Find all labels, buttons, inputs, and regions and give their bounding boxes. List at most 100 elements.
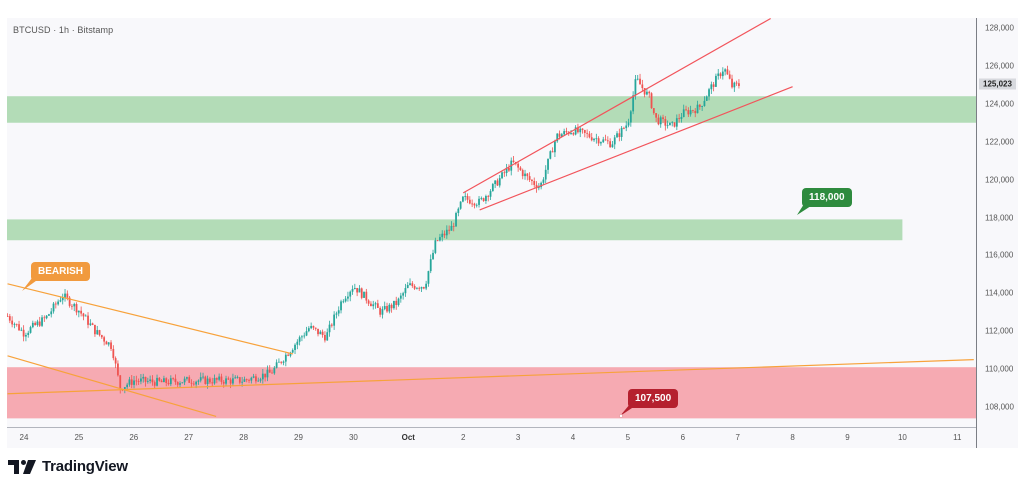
candle-up — [303, 335, 306, 337]
candle-down — [119, 375, 122, 390]
candle-down — [117, 363, 119, 376]
candle-down — [367, 300, 370, 304]
candle-up — [64, 293, 66, 298]
candle-up — [494, 180, 497, 185]
bearish-channel-lower — [7, 355, 217, 418]
time-tick: 28 — [239, 433, 249, 442]
candle-up — [554, 141, 556, 153]
candle-up — [574, 127, 577, 135]
candle-up — [96, 330, 99, 335]
candle-up — [627, 122, 630, 126]
candle-down — [588, 133, 591, 138]
candle-down — [356, 287, 359, 293]
candle-up — [445, 229, 448, 236]
candle-down — [551, 151, 554, 153]
candle-up — [646, 91, 648, 95]
candle-up — [349, 291, 352, 297]
bearish-label: BEARISH — [38, 266, 84, 277]
candle-down — [204, 376, 207, 384]
candle-down — [153, 382, 156, 386]
candle-up — [593, 138, 595, 141]
candle-down — [648, 91, 651, 94]
candle-up — [717, 73, 720, 76]
candle-up — [243, 379, 246, 382]
candle-up — [13, 323, 16, 325]
time-tick: 11 — [953, 433, 962, 442]
candle-down — [160, 380, 163, 383]
rising-support-long — [7, 359, 974, 395]
candle-up — [289, 352, 292, 356]
candle-down — [172, 378, 175, 380]
candle-up — [284, 354, 287, 362]
candle-up — [669, 122, 671, 126]
candle-up — [579, 128, 582, 133]
candle-down — [411, 283, 414, 286]
candle-down — [112, 348, 115, 359]
candle-down — [508, 167, 510, 171]
candle-down — [558, 133, 561, 137]
price-tick: 114,000 — [985, 288, 1014, 298]
candle-up — [36, 321, 39, 326]
candle-up — [296, 341, 299, 345]
candle-down — [66, 293, 69, 298]
candle-up — [344, 298, 347, 302]
candle-up — [710, 84, 713, 90]
candle-down — [158, 377, 161, 381]
price-tick: 118,000 — [985, 213, 1014, 222]
candle-up — [294, 344, 296, 351]
candle-up — [383, 306, 386, 310]
time-tick: 27 — [184, 433, 194, 442]
candle-up — [169, 378, 172, 385]
candle-down — [68, 297, 71, 306]
candle-down — [692, 110, 694, 111]
candle-down — [597, 138, 600, 144]
candle-down — [719, 73, 722, 77]
tradingview-logo[interactable]: TradingView — [8, 458, 128, 475]
candle-up — [455, 212, 457, 227]
candle-up — [475, 204, 478, 206]
candle-up — [501, 172, 503, 179]
candle-up — [524, 173, 526, 177]
candle-up — [261, 373, 264, 380]
chart-canvas[interactable] — [7, 18, 1017, 448]
candle-down — [641, 84, 644, 89]
candle-down — [360, 288, 363, 298]
candle-up — [128, 379, 131, 385]
candle-down — [698, 104, 701, 107]
candle-up — [708, 89, 710, 97]
candle-up — [549, 151, 552, 159]
resistance-zone-upper — [7, 96, 976, 123]
candle-down — [165, 378, 168, 383]
candle-up — [703, 100, 706, 107]
resistance-zone-118k — [7, 219, 903, 241]
price-tick: 112,000 — [985, 326, 1014, 336]
time-axis[interactable]: 24 25 26 27 28 29 30 Oct 2 3 4 5 6 7 8 9 10 11 — [7, 427, 976, 448]
candle-up — [478, 198, 480, 205]
candle-down — [176, 382, 179, 385]
candle-down — [280, 361, 283, 363]
candle-up — [715, 75, 717, 87]
candle-down — [137, 380, 140, 382]
candle-up — [363, 291, 365, 298]
price-plot[interactable] — [7, 18, 976, 427]
candle-up — [59, 300, 62, 302]
candle-down — [34, 322, 37, 326]
support-107500-label: 107,500 — [635, 393, 672, 404]
candle-down — [517, 163, 520, 168]
candle-down — [521, 170, 524, 177]
candle-up — [406, 285, 409, 289]
time-tick: Oct — [401, 433, 415, 442]
candle-up — [232, 378, 234, 384]
candle-down — [7, 316, 9, 317]
candle-up — [498, 178, 501, 186]
candle-up — [234, 377, 237, 379]
time-tick: 5 — [625, 433, 631, 442]
candle-down — [209, 378, 211, 383]
candle-up — [326, 332, 329, 341]
candle-down — [174, 378, 177, 383]
price-axis[interactable]: 128,000 126,000 124,000 122,000 120,000 118,0… — [976, 18, 1018, 448]
candle-down — [103, 337, 106, 342]
candle-up — [547, 158, 549, 170]
candle-up — [197, 380, 200, 382]
price-tick: 120,000 — [985, 175, 1014, 185]
